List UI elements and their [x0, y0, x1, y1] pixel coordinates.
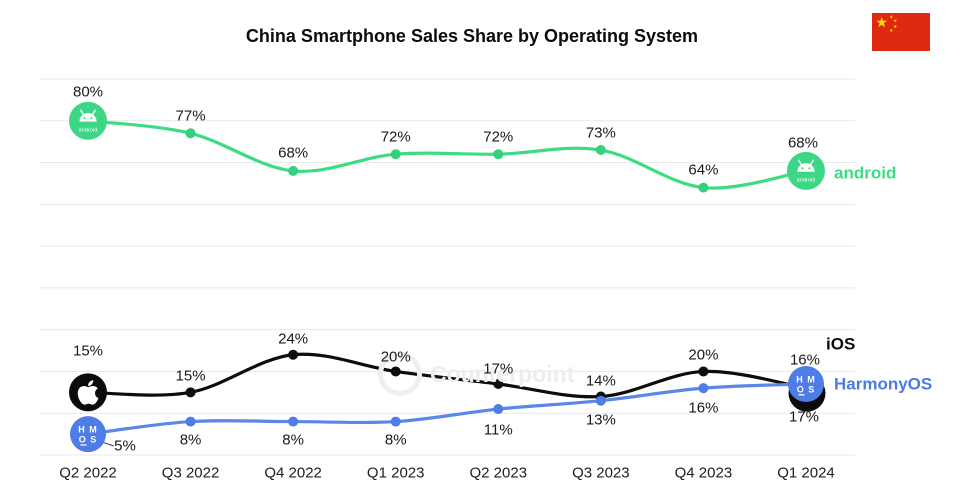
- android-point-1: [185, 128, 196, 139]
- ios-point-3: [390, 366, 401, 377]
- harmonyos-icon: H MO S: [70, 416, 106, 453]
- ios-value-label-7: 16%: [789, 351, 820, 369]
- harmonyos-value-label-6: 16%: [688, 399, 719, 417]
- harmonyos-value-label-7: 17%: [788, 408, 819, 426]
- ios-value-label-0: 15%: [72, 342, 104, 360]
- svg-text:O S: O S: [797, 384, 816, 394]
- ios-value-label-5: 14%: [585, 372, 616, 389]
- harmonyos-point-1: [185, 416, 196, 427]
- harmonyos-point-2: [288, 416, 299, 427]
- x-axis-label-4: Q2 2023: [469, 464, 528, 482]
- legend-android: android: [834, 163, 897, 183]
- harmonyos-value-label-0: 5%: [114, 437, 136, 455]
- ios-point-4: [493, 378, 504, 389]
- harmonyos-value-label-1: 8%: [179, 431, 202, 449]
- harmonyos-icon: H MO S: [787, 365, 824, 402]
- ios-line: [86, 352, 808, 399]
- harmonyos-label-connector: [101, 441, 115, 447]
- ios-point-1: [185, 387, 196, 398]
- flag-star-4: [889, 28, 894, 33]
- apple-icon: [69, 373, 107, 412]
- harmonyos-value-label-5: 13%: [585, 411, 616, 429]
- chart-title: China Smartphone Sales Share by Operatin…: [245, 26, 699, 46]
- legend-harmonyos: HarmonyOS: [834, 374, 933, 394]
- flag-star-3: [893, 24, 898, 29]
- x-axis-label-1: Q3 2022: [161, 464, 220, 482]
- android-value-label-5: 73%: [585, 124, 616, 142]
- android-line: [86, 119, 808, 190]
- ios-value-label-2: 24%: [278, 330, 309, 348]
- android-point-4: [493, 149, 504, 160]
- svg-text:android: android: [797, 177, 816, 183]
- x-axis-label-7: Q1 2024: [777, 464, 835, 482]
- ios-value-label-4: 17%: [483, 360, 514, 378]
- china-flag-icon: [872, 13, 930, 51]
- android-value-label-6: 64%: [688, 161, 719, 179]
- x-axis-label-3: Q1 2023: [366, 464, 425, 482]
- flag-star-0: [876, 16, 888, 28]
- android-value-label-7: 68%: [787, 134, 818, 152]
- harmonyos-value-label-3: 8%: [384, 431, 407, 449]
- android-value-label-4: 72%: [483, 128, 514, 146]
- flag-star-1: [889, 15, 894, 19]
- android-point-5: [595, 145, 606, 156]
- harmonyos-point-6: [698, 383, 709, 394]
- android-value-label-3: 72%: [380, 128, 411, 146]
- android-value-label-1: 77%: [175, 107, 206, 125]
- x-axis-label-2: Q4 2022: [264, 464, 322, 482]
- harmonyos-point-4: [493, 404, 504, 415]
- android-icon: android: [69, 101, 107, 140]
- ios-point-6: [698, 366, 709, 377]
- ios-value-label-3: 20%: [380, 348, 411, 366]
- ios-value-label-6: 20%: [688, 346, 719, 364]
- ios-point-2: [288, 349, 299, 360]
- flag-star-2: [893, 18, 897, 23]
- legend-ios: iOS: [826, 334, 856, 354]
- android-icon: android: [786, 151, 825, 190]
- harmonyos-line: [86, 382, 808, 436]
- harmonyos-value-label-2: 8%: [282, 431, 304, 449]
- harmonyos-value-label-4: 11%: [483, 421, 513, 439]
- android-point-2: [288, 165, 299, 176]
- android-point-3: [390, 149, 401, 160]
- svg-text:H M: H M: [796, 374, 816, 384]
- svg-text:H M: H M: [78, 425, 98, 435]
- svg-text:android: android: [79, 127, 98, 133]
- x-axis-label-5: Q3 2023: [572, 464, 630, 482]
- x-axis-label-0: Q2 2022: [59, 464, 117, 482]
- android-value-label-0: 80%: [72, 83, 104, 101]
- harmonyos-point-5: [595, 395, 606, 406]
- android-point-6: [698, 182, 709, 193]
- harmonyos-point-3: [390, 416, 401, 427]
- svg-text:O S: O S: [79, 435, 98, 445]
- ios-value-label-1: 15%: [175, 367, 206, 385]
- android-value-label-2: 68%: [278, 144, 309, 162]
- x-axis-label-6: Q4 2023: [674, 464, 733, 482]
